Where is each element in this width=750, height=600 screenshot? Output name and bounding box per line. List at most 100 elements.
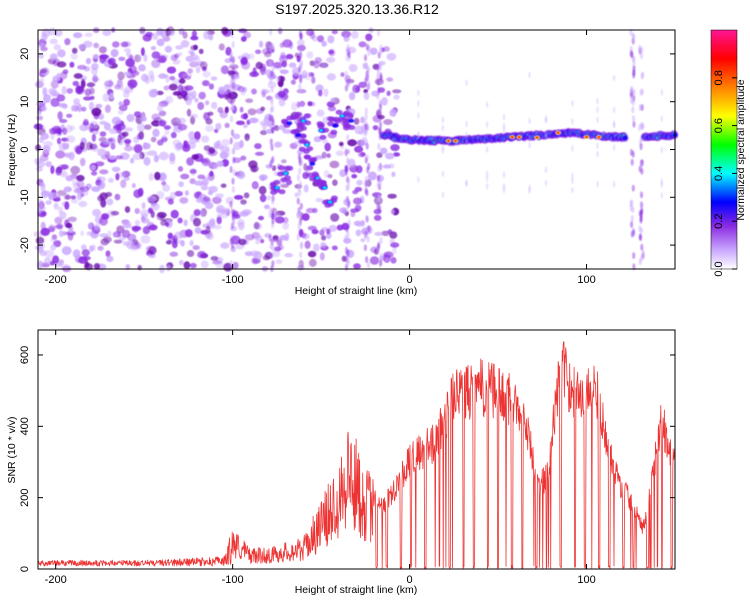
- spectrogram-cell: [345, 82, 350, 90]
- spectrogram-cell: [364, 187, 368, 195]
- spectrogram-cell: [127, 233, 137, 242]
- spectrogram-cell: [465, 179, 468, 186]
- spectrogram-cell: [354, 145, 364, 153]
- spectrogram-cell: [363, 54, 368, 62]
- spectrogram-cell: [278, 165, 285, 171]
- spectrogram-cell: [167, 198, 174, 205]
- spectrogram-cell: [266, 195, 272, 201]
- spectrogram-cell: [229, 237, 233, 245]
- spectrogram-cell: [281, 60, 287, 68]
- spectrogram-cell: [53, 202, 59, 210]
- spectrogram-cell: [178, 181, 184, 188]
- spectrogram-cell: [381, 97, 388, 106]
- spectrogram-cell: [335, 109, 343, 115]
- spectrogram-cell: [596, 150, 599, 158]
- spectrogram-cell: [296, 89, 307, 94]
- spectrogram-cell: [56, 190, 67, 196]
- spectrogram-cell: [56, 137, 62, 145]
- spectrogram-cell: [347, 177, 351, 185]
- spectrogram-y-tick-label: -20: [19, 237, 31, 253]
- spectrogram-cell: [367, 225, 371, 233]
- spectrogram-cell: [237, 221, 245, 231]
- spectrogram-cell: [317, 35, 324, 43]
- spectrogram-cell: [124, 127, 134, 132]
- spectrogram-cell: [307, 225, 317, 231]
- spectrogram-cell: [639, 52, 644, 60]
- spectrogram-cell: [91, 63, 99, 71]
- spectrogram-cell: [35, 236, 45, 245]
- spectrogram-cell: [245, 98, 254, 103]
- spectrogram-cell: [178, 259, 184, 266]
- spectrogram-cell: [187, 68, 193, 74]
- spectrogram-cell: [148, 70, 155, 79]
- spectrogram-cell: [231, 102, 235, 110]
- spectrogram-cell: [328, 200, 332, 204]
- spectrogram-cell: [118, 101, 123, 106]
- spectrogram-cell: [502, 171, 506, 178]
- spectrogram-cell: [110, 49, 119, 58]
- snr-y-tick-label: 600: [19, 346, 31, 364]
- spectrogram-cell: [282, 216, 289, 224]
- spectrogram-cell: [132, 153, 143, 161]
- spectrogram-cell: [276, 238, 283, 247]
- spectrogram-cell: [275, 259, 283, 265]
- spectrogram-cell: [185, 55, 195, 62]
- spectrogram-cell: [45, 161, 52, 168]
- spectrogram-cell: [126, 240, 135, 250]
- spectrogram-cell: [275, 75, 281, 83]
- spectrogram-cell: [344, 165, 348, 173]
- spectrogram-x-ticks: -200 -100 0 100: [45, 30, 596, 286]
- spectrogram-cell: [346, 231, 350, 239]
- spectrogram-cell: [50, 244, 57, 251]
- spectrogram-cell: [77, 64, 87, 70]
- spectrogram-cell: [358, 41, 367, 48]
- spectrogram-cell: [347, 139, 357, 147]
- spectrogram-cell: [143, 156, 151, 166]
- spectrogram-cell: [302, 172, 309, 179]
- spectrogram-cell: [59, 71, 68, 80]
- spectrogram-cell: [109, 92, 114, 100]
- spectrogram-cell: [328, 224, 337, 232]
- spectrogram-cell: [571, 187, 574, 194]
- spectrogram-cell: [252, 257, 261, 264]
- spectrogram-cell: [163, 85, 170, 91]
- spectrogram-cell: [417, 112, 420, 119]
- spectrogram-cell: [571, 100, 574, 107]
- spectrogram-cell: [544, 179, 548, 187]
- spectrogram-x-tick-label: -200: [45, 274, 67, 286]
- spectrogram-cell: [54, 224, 63, 229]
- spectrogram-cell: [390, 144, 400, 152]
- spectrogram-cell: [97, 195, 104, 202]
- spectrogram-cell: [148, 224, 158, 231]
- spectrogram-cell: [174, 190, 183, 197]
- spectrogram-cell: [367, 80, 371, 88]
- spectrogram-cell: [189, 262, 197, 269]
- spectrogram-cell: [209, 170, 214, 177]
- spectrogram-cell: [183, 261, 191, 270]
- spectrogram-cell: [345, 197, 349, 205]
- spectrogram-cell: [327, 35, 335, 44]
- spectrogram-cell: [108, 177, 114, 183]
- spectrogram-cell: [59, 119, 68, 123]
- spectrogram-cell: [379, 259, 383, 267]
- spectrogram-cell: [319, 129, 323, 132]
- spectrogram-cell: [231, 177, 235, 185]
- spectrogram-cell: [52, 255, 60, 264]
- spectrogram-cell: [631, 150, 635, 158]
- spectrogram-cell: [80, 244, 87, 251]
- spectrogram-cell: [208, 185, 218, 193]
- spectrogram-cell: [176, 117, 186, 125]
- spectrogram-cell: [327, 174, 333, 179]
- spectrogram-cell: [417, 176, 420, 183]
- spectrogram-cell: [303, 113, 311, 119]
- spectrogram-cell: [193, 44, 198, 50]
- spectrogram-cell: [277, 171, 284, 177]
- spectrogram-cell: [56, 73, 61, 81]
- spectrogram-cell: [251, 181, 259, 190]
- spectrogram-cell: [364, 113, 368, 121]
- spectrogram-cell: [162, 184, 171, 192]
- spectrogram-cell: [277, 27, 283, 35]
- spectrogram-cell: [365, 33, 373, 42]
- spectrogram-cell: [106, 198, 114, 206]
- spectrogram-cell: [320, 63, 328, 68]
